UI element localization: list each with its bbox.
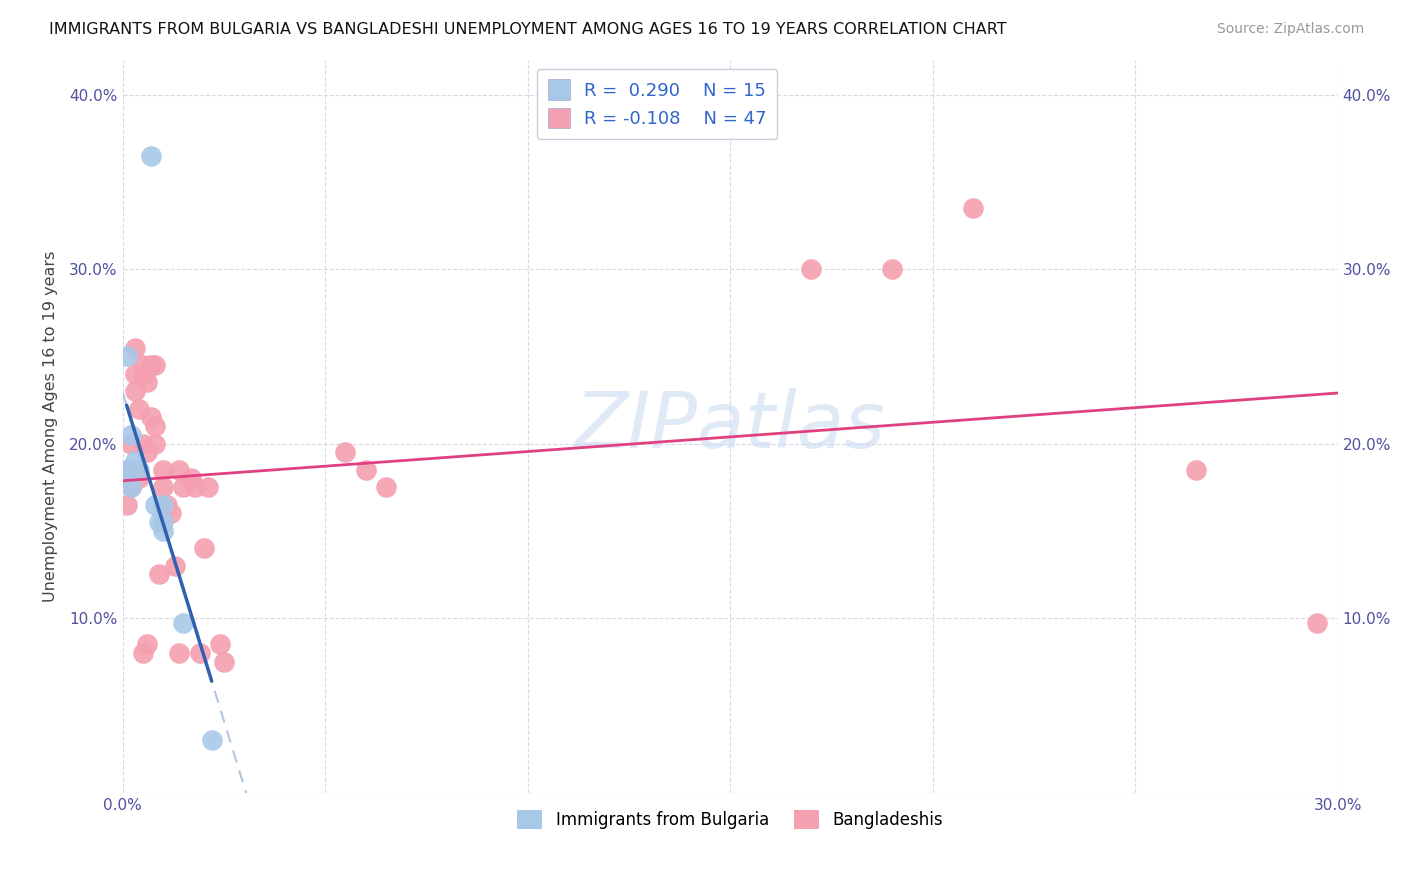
Point: [208, 637, 231, 651]
Point: [115, 349, 138, 363]
Point: [124, 384, 146, 399]
Point: [135, 376, 157, 390]
Point: [115, 463, 138, 477]
Point: [143, 358, 166, 372]
Y-axis label: Unemployment Among Ages 16 to 19 years: Unemployment Among Ages 16 to 19 years: [44, 251, 58, 602]
Point: [962, 201, 984, 215]
Point: [193, 541, 215, 556]
Text: ZIPatlas: ZIPatlas: [575, 388, 886, 464]
Point: [128, 401, 150, 416]
Point: [135, 637, 157, 651]
Point: [120, 480, 142, 494]
Point: [374, 480, 396, 494]
Point: [172, 480, 194, 494]
Point: [139, 410, 162, 425]
Point: [152, 498, 174, 512]
Point: [1185, 463, 1208, 477]
Point: [132, 646, 155, 660]
Point: [124, 463, 146, 477]
Point: [152, 463, 174, 477]
Point: [148, 567, 170, 582]
Point: [128, 471, 150, 485]
Point: [188, 646, 211, 660]
Point: [354, 463, 377, 477]
Point: [180, 471, 202, 485]
Legend: Immigrants from Bulgaria, Bangladeshis: Immigrants from Bulgaria, Bangladeshis: [510, 803, 949, 836]
Point: [201, 733, 224, 747]
Point: [132, 436, 155, 450]
Point: [882, 262, 904, 277]
Point: [148, 515, 170, 529]
Point: [132, 367, 155, 381]
Point: [143, 436, 166, 450]
Point: [139, 358, 162, 372]
Point: [115, 463, 138, 477]
Point: [143, 498, 166, 512]
Point: [160, 507, 183, 521]
Point: [169, 646, 191, 660]
Point: [120, 428, 142, 442]
Point: [124, 454, 146, 468]
Point: [184, 480, 207, 494]
Point: [152, 480, 174, 494]
Text: Source: ZipAtlas.com: Source: ZipAtlas.com: [1216, 22, 1364, 37]
Point: [135, 445, 157, 459]
Point: [152, 524, 174, 538]
Point: [132, 358, 155, 372]
Point: [335, 445, 357, 459]
Point: [120, 480, 142, 494]
Point: [124, 367, 146, 381]
Point: [115, 498, 138, 512]
Point: [120, 436, 142, 450]
Point: [124, 341, 146, 355]
Point: [115, 471, 138, 485]
Point: [165, 558, 187, 573]
Point: [197, 480, 219, 494]
Point: [139, 148, 162, 162]
Point: [128, 463, 150, 477]
Point: [172, 616, 194, 631]
Point: [156, 498, 179, 512]
Text: IMMIGRANTS FROM BULGARIA VS BANGLADESHI UNEMPLOYMENT AMONG AGES 16 TO 19 YEARS C: IMMIGRANTS FROM BULGARIA VS BANGLADESHI …: [49, 22, 1007, 37]
Point: [800, 262, 823, 277]
Point: [212, 655, 235, 669]
Point: [169, 463, 191, 477]
Point: [1306, 616, 1329, 631]
Point: [143, 419, 166, 434]
Point: [152, 515, 174, 529]
Point: [120, 463, 142, 477]
